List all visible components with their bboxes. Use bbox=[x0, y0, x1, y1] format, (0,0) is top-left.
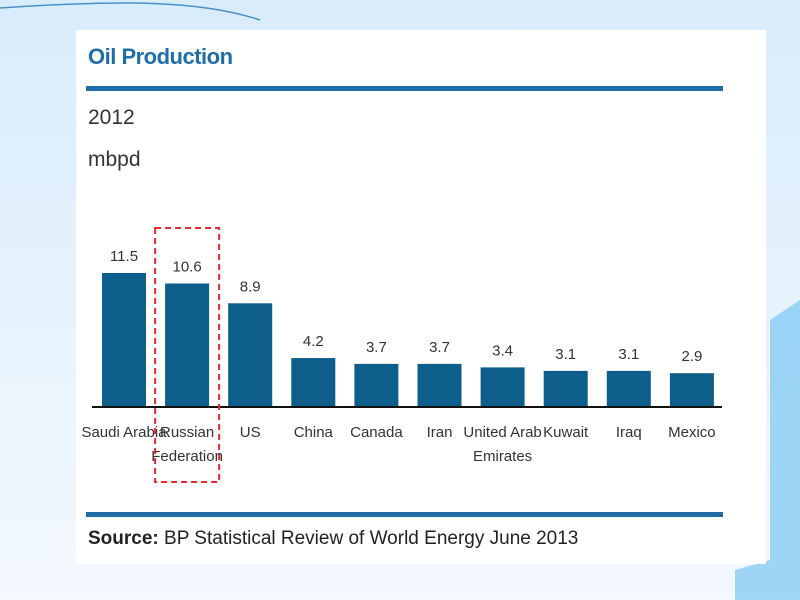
source-note: Source: BP Statistical Review of World E… bbox=[88, 528, 578, 550]
category-label: Iran bbox=[427, 424, 453, 441]
highlight-box bbox=[154, 227, 221, 483]
data-label: 3.1 bbox=[555, 346, 576, 363]
decorative-shape bbox=[735, 300, 800, 600]
title-rule bbox=[86, 86, 723, 91]
category-label: US bbox=[240, 424, 261, 441]
data-label: 4.2 bbox=[303, 333, 324, 350]
data-label: 2.9 bbox=[681, 348, 702, 365]
category-label: Canada bbox=[350, 424, 403, 441]
category-label: Mexico bbox=[668, 424, 716, 441]
chart-title: Oil Production bbox=[88, 44, 233, 69]
chart-panel: Oil Production 2012 mbpd 11.5 Saudi Arabi… bbox=[76, 30, 766, 564]
bar-chart: 11.5 Saudi Arabia 10.6 Russian Federation 8.9… bbox=[81, 227, 722, 483]
data-label: 11.5 bbox=[110, 248, 138, 265]
bar bbox=[102, 273, 146, 407]
y-axis-unit-label: mbpd bbox=[88, 148, 141, 171]
bar bbox=[165, 283, 210, 407]
bar bbox=[669, 373, 714, 407]
data-label: 3.7 bbox=[429, 339, 450, 356]
bar bbox=[480, 367, 525, 407]
bar bbox=[291, 358, 336, 407]
category-label: Emirates bbox=[473, 448, 532, 465]
chart-subtitle: 2012 bbox=[88, 106, 135, 129]
category-label: Kuwait bbox=[543, 424, 589, 441]
category-label: China bbox=[294, 424, 334, 441]
source-label: Source: bbox=[88, 528, 159, 549]
bar bbox=[543, 370, 588, 407]
data-label: 10.6 bbox=[172, 258, 201, 275]
data-label: 3.1 bbox=[618, 346, 639, 363]
category-label: Iraq bbox=[616, 424, 642, 441]
source-text: BP Statistical Review of World Energy Ju… bbox=[158, 528, 579, 549]
data-label: 3.4 bbox=[492, 342, 513, 359]
category-label: Federation bbox=[151, 448, 223, 465]
category-label: United Arab bbox=[463, 424, 541, 441]
bar bbox=[354, 363, 399, 407]
bar bbox=[606, 370, 651, 407]
data-label: 3.7 bbox=[366, 339, 387, 356]
data-label: 8.9 bbox=[240, 278, 261, 295]
category-label: Saudi Arabia bbox=[81, 424, 167, 441]
source-rule bbox=[86, 512, 723, 517]
bar bbox=[228, 303, 273, 407]
bar bbox=[417, 363, 462, 407]
category-label: Russian bbox=[160, 424, 214, 441]
